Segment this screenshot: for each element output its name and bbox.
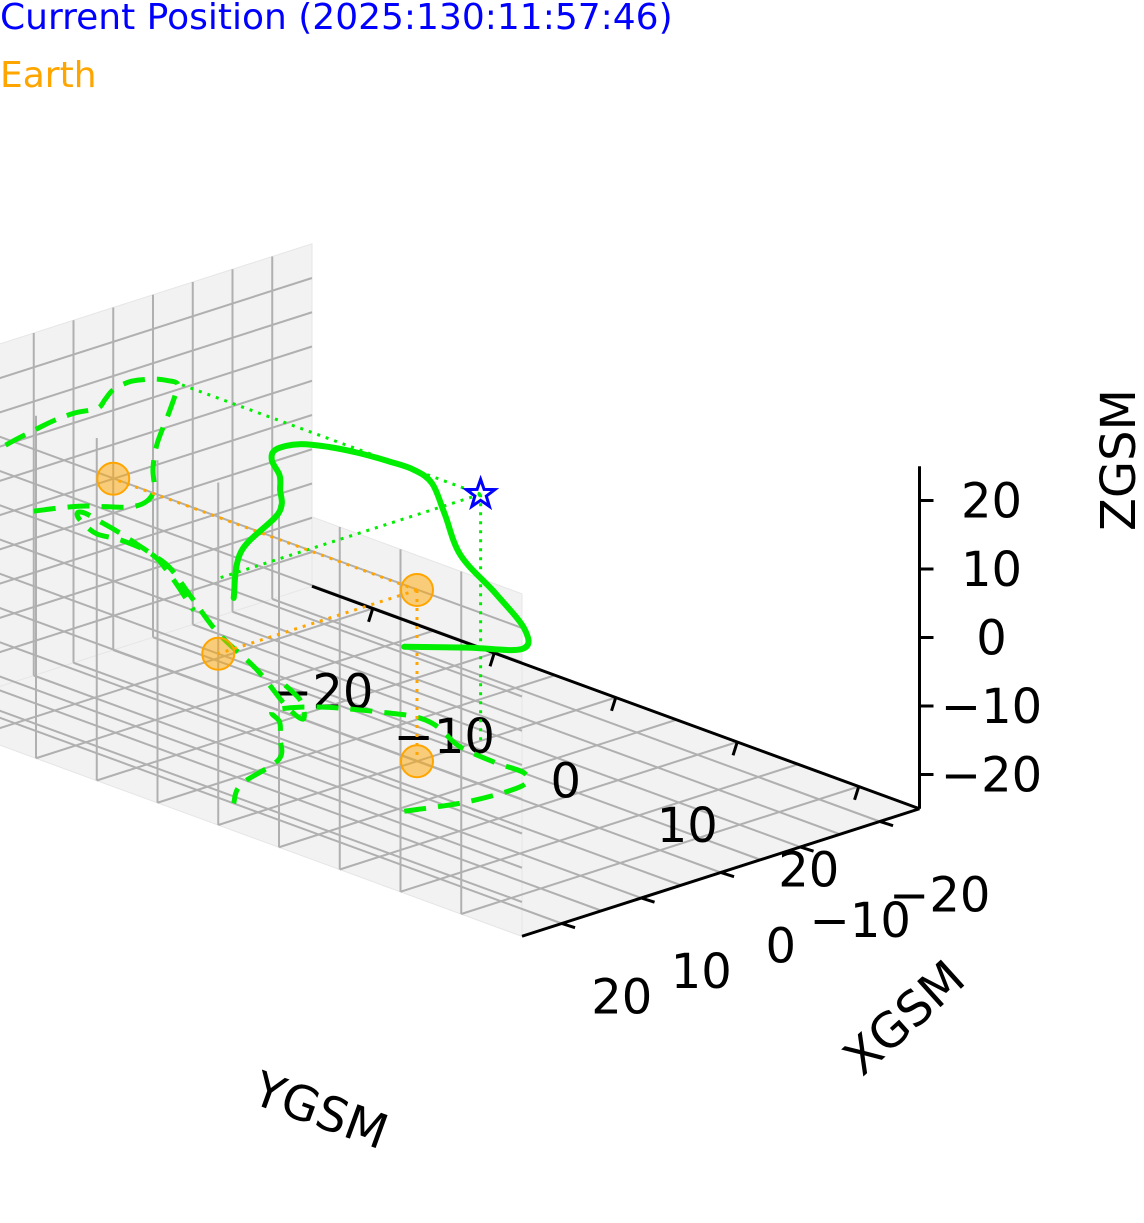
x-tick-label: 10 [671,944,732,1000]
earth-marker [400,573,434,607]
tick-mark [488,652,496,667]
earth-marker-floor [400,744,434,779]
orbit-projection-left [0,376,181,514]
orbit-projection-floor [231,704,532,814]
tick-mark [853,786,861,801]
x-axis-label: XGSM [833,950,976,1087]
earth-marker-back [201,636,236,671]
grid-line [0,538,523,732]
x-tick-label: 0 [765,919,796,975]
x-tick-label: −20 [889,868,990,924]
current-position-marker [461,474,500,511]
z-tick-label: 10 [961,542,1022,598]
y-tick-label: 0 [550,754,581,810]
y-tick-label: 10 [657,798,718,854]
y-tick-label: 20 [778,843,839,899]
tick-mark [561,922,576,930]
tick-mark [720,871,735,879]
earth-marker-left [96,461,131,496]
z-tick-label: 0 [976,611,1007,667]
grid-line [278,718,677,849]
z-tick-label: −20 [941,748,1042,804]
x-tick-label: −10 [810,893,911,949]
z-axis-label: ZGSM [1091,389,1144,531]
grid-line [73,661,682,887]
z-tick-label: 20 [961,474,1022,530]
tick-mark [367,608,375,623]
y-axis-label: YGSM [245,1061,395,1161]
drop-line-current-position [217,492,482,580]
grid-line [33,674,642,899]
tick-mark [640,896,656,904]
grid-line [0,504,523,698]
orbit-line [230,441,532,654]
tick-mark [879,820,894,828]
grid-line [339,741,738,871]
grid-line [0,311,313,414]
grid-line [460,785,860,915]
grid-line [0,277,313,380]
grid-line [400,763,799,893]
grid-line [0,345,313,448]
legend-current-position: Current Position (2025:130:11:57:46) [0,0,673,38]
grid-line [0,689,602,912]
tick-mark [731,741,739,756]
grid-line [0,379,313,482]
drop-line-earth [217,588,418,656]
x-tick-label: 20 [591,970,652,1026]
tick-mark [610,697,618,712]
tick-mark [799,845,815,853]
legend-earth: Earth [0,55,97,96]
z-tick-label: −10 [941,679,1042,735]
